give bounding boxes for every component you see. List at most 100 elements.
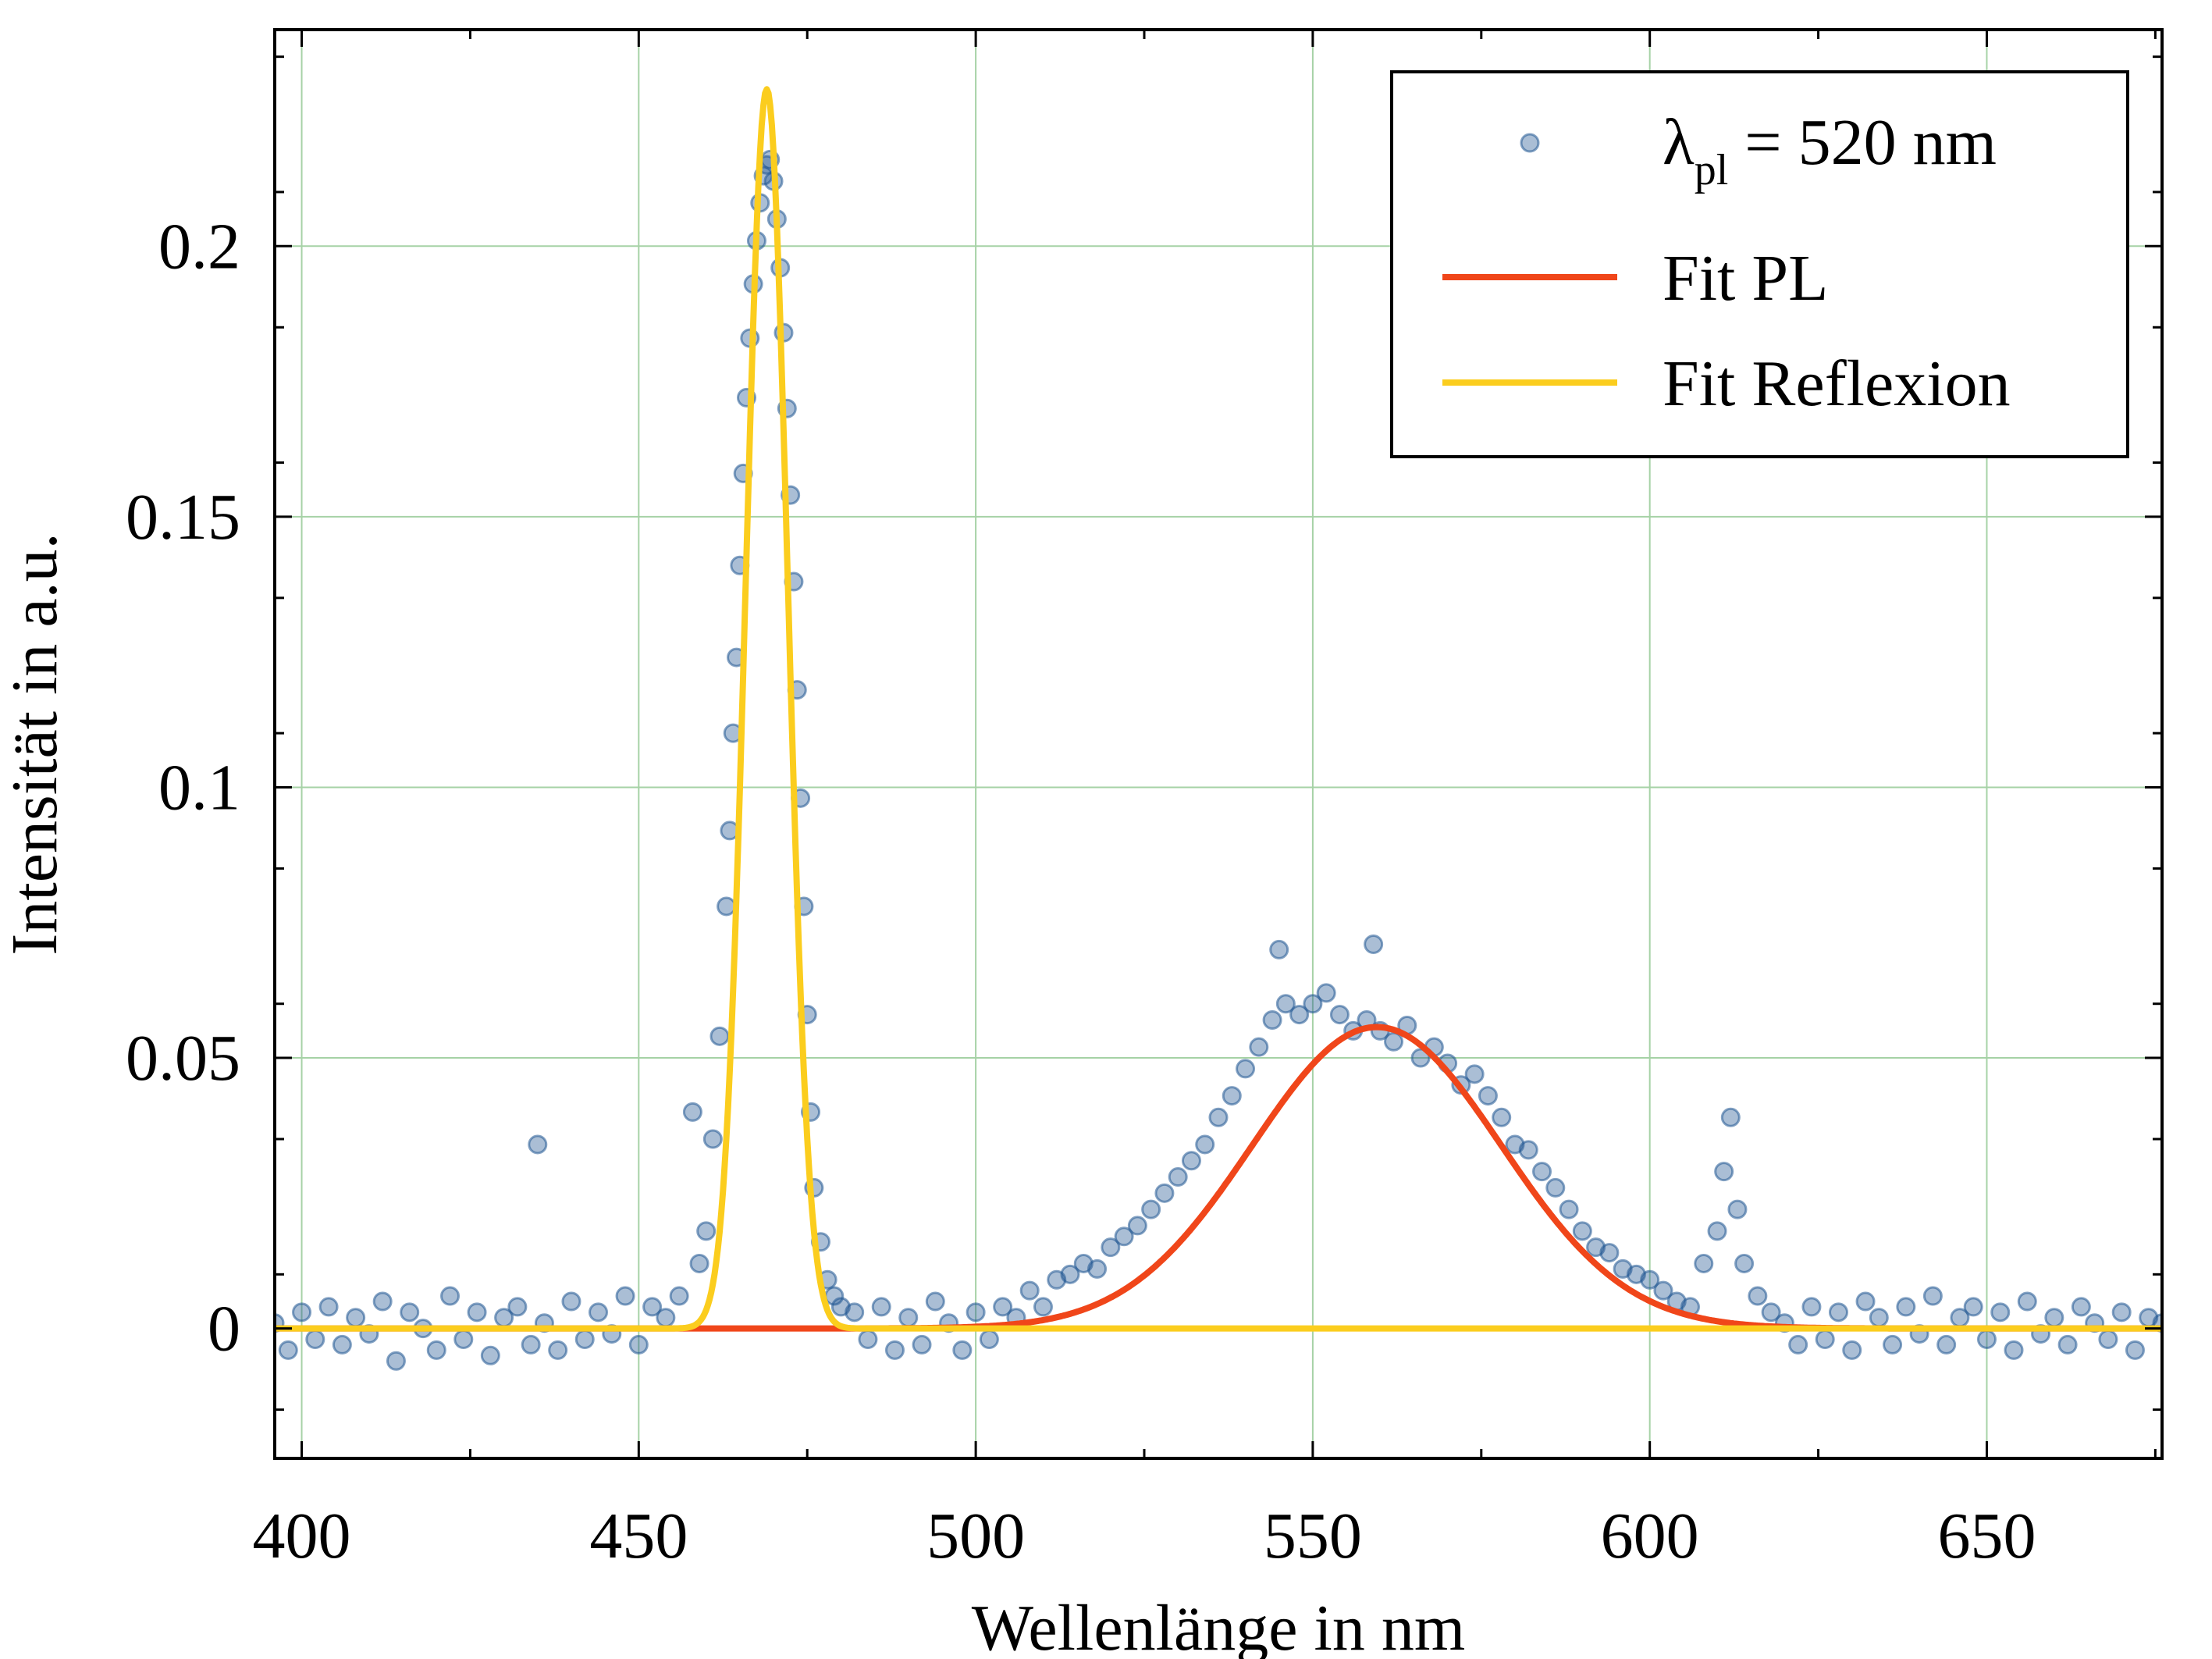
data-point <box>1154 1183 1175 1203</box>
data-point <box>952 1340 973 1360</box>
data-point <box>2044 1308 2064 1328</box>
axis-ticks <box>275 30 2162 1458</box>
data-point <box>561 1291 581 1312</box>
data-point <box>1033 1297 1053 1317</box>
data-point <box>1168 1167 1188 1187</box>
y-axis-title: Intensität in a.u. <box>0 532 71 955</box>
data-point <box>332 1334 352 1355</box>
legend-subscript: pl <box>1695 146 1729 194</box>
data-point <box>1329 1005 1350 1025</box>
data-point <box>1976 1330 1997 1349</box>
legend: λpl = 520 nm Fit PL Fit Reflexion <box>1390 70 2129 458</box>
data-point <box>702 1129 723 1149</box>
data-point <box>453 1330 474 1349</box>
data-point <box>717 896 737 917</box>
data-point <box>1060 1264 1080 1284</box>
data-point <box>1963 1297 1983 1317</box>
data-point <box>400 1302 420 1323</box>
data-point <box>1869 1308 1889 1328</box>
data-point <box>1384 1031 1404 1052</box>
y-tick-label: 0.2 <box>158 210 240 283</box>
data-point <box>1019 1280 1040 1301</box>
data-point <box>346 1308 366 1328</box>
data-point <box>1720 1107 1741 1127</box>
data-point <box>278 1340 298 1360</box>
data-point <box>642 1297 663 1317</box>
data-point <box>1727 1199 1748 1219</box>
y-tick-label: 0 <box>208 1293 240 1365</box>
data-point <box>1640 1269 1660 1290</box>
data-point <box>1101 1237 1121 1258</box>
data-point <box>696 1221 717 1241</box>
data-point <box>2057 1334 2078 1355</box>
data-point <box>1275 994 1296 1014</box>
data-point <box>1559 1199 1579 1219</box>
data-point <box>1303 994 1323 1014</box>
legend-value: = 520 nm <box>1728 106 1997 179</box>
data-point <box>993 1297 1013 1317</box>
data-point <box>2125 1340 2145 1360</box>
data-point <box>1883 1334 1903 1355</box>
data-point <box>292 1302 312 1323</box>
data-point <box>305 1330 325 1349</box>
y-tick-label: 0.1 <box>158 751 240 824</box>
fit-curves <box>275 86 2162 1332</box>
data-point <box>1532 1162 1552 1182</box>
data-point <box>1653 1280 1673 1301</box>
data-point <box>372 1291 393 1312</box>
data-point <box>1518 1140 1538 1160</box>
data-point <box>1694 1253 1714 1273</box>
legend-label-fit-reflexion: Fit Reflexion <box>1663 347 2011 420</box>
x-tick-label: 450 <box>589 1500 688 1572</box>
legend-lambda: λ <box>1663 106 1695 179</box>
y-tick-label: 0.15 <box>126 481 240 554</box>
data-point <box>1464 1064 1485 1084</box>
data-point <box>682 1102 702 1122</box>
x-tick-label: 600 <box>1601 1500 1699 1572</box>
data-point <box>1599 1243 1620 1263</box>
data-point <box>467 1302 487 1323</box>
data-point <box>528 1134 548 1155</box>
data-point <box>1236 1059 1256 1079</box>
data-point <box>589 1302 609 1323</box>
data-point <box>1815 1330 1835 1349</box>
data-point <box>884 1340 905 1360</box>
data-point <box>440 1286 461 1306</box>
data-point <box>1127 1216 1147 1236</box>
y-tick-labels: 0 0.05 0.1 0.15 0.2 <box>126 210 240 1365</box>
data-point <box>1492 1107 1512 1127</box>
data-point <box>845 1302 865 1323</box>
data-point <box>1734 1253 1755 1273</box>
data-point <box>386 1351 406 1371</box>
data-point <box>1788 1334 1808 1355</box>
data-point <box>1141 1199 1161 1219</box>
data-point <box>1707 1221 1727 1241</box>
data-point <box>979 1330 999 1349</box>
data-point <box>2071 1297 2091 1317</box>
data-point <box>628 1334 649 1355</box>
data-point <box>1410 1048 1431 1068</box>
data-point <box>1249 1037 1269 1057</box>
x-tick-label: 500 <box>926 1500 1025 1572</box>
x-tick-label: 400 <box>253 1500 351 1572</box>
plot-frame <box>273 28 2164 1460</box>
data-point <box>1990 1302 2011 1323</box>
data-point <box>1087 1258 1108 1279</box>
data-point <box>966 1302 986 1323</box>
data-point <box>615 1286 635 1306</box>
data-point <box>1842 1340 1862 1360</box>
data-point <box>1761 1302 1781 1323</box>
y-tick-label: 0.05 <box>126 1022 240 1095</box>
x-tick-label: 550 <box>1264 1500 1362 1572</box>
fit-reflexion-curve <box>275 86 2162 1332</box>
legend-frame <box>1390 70 2129 458</box>
data-point <box>574 1330 595 1349</box>
data-point <box>1181 1151 1201 1171</box>
data-point <box>912 1334 932 1355</box>
data-point <box>1748 1286 1768 1306</box>
data-point <box>1269 939 1289 959</box>
x-tick-labels: 400 450 500 550 600 650 <box>253 1500 2036 1572</box>
legend-marker-measured <box>1520 133 1540 153</box>
data-point <box>2098 1330 2118 1349</box>
data-point <box>1478 1086 1498 1106</box>
